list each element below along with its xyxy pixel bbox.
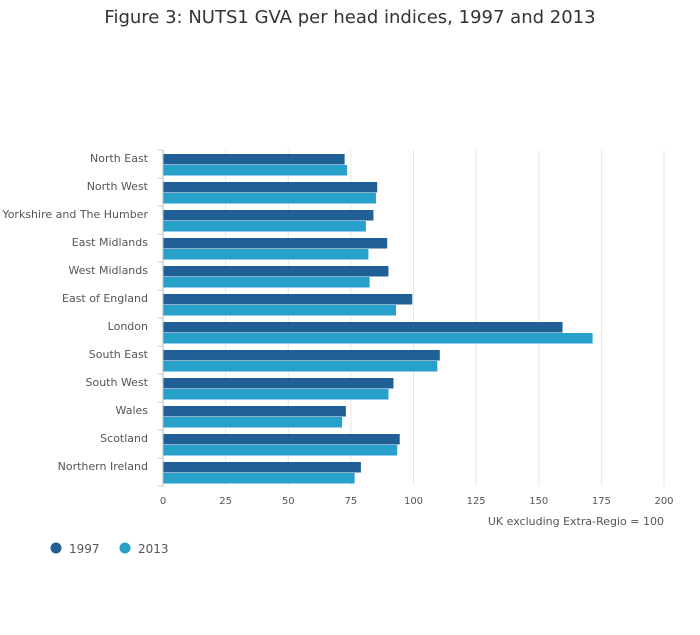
x-tick-label: 100 [404, 496, 423, 507]
bar-2013-yorkshire-and-the-humber [163, 221, 366, 232]
bar-1997-east-of-england [163, 294, 413, 305]
bar-2013-wales [163, 417, 343, 428]
x-tick-label: 125 [467, 496, 486, 507]
legend: 1997 2013 [50, 542, 169, 556]
category-label: West Midlands [68, 264, 148, 277]
category-label: Scotland [100, 432, 148, 445]
bar-2013-south-east [163, 361, 438, 372]
bar-2013-northern-ireland [163, 473, 355, 484]
bar-layer [163, 154, 593, 484]
legend-label-2013: 2013 [138, 542, 169, 556]
category-label: East of England [62, 292, 148, 305]
chart-title: Figure 3: NUTS1 GVA per head indices, 19… [104, 7, 596, 28]
bar-2013-scotland [163, 445, 398, 456]
category-label: North East [90, 152, 149, 165]
category-label: London [108, 320, 148, 333]
label-layer: 0 25 50 75 100 125 150 175 200 North East North We… [1, 152, 673, 528]
grid-layer [225, 150, 665, 486]
category-label: Northern Ireland [58, 460, 148, 473]
legend-marker-2013 [119, 542, 131, 554]
bar-2013-east-of-england [163, 305, 396, 316]
x-tick-label: 25 [219, 496, 232, 507]
bar-1997-wales [163, 406, 346, 417]
bar-1997-south-west [163, 378, 394, 389]
x-tick-label: 50 [282, 496, 295, 507]
bar-1997-scotland [163, 434, 400, 445]
x-axis-label: UK excluding Extra-Regio = 100 [488, 515, 664, 528]
category-label: Wales [116, 404, 149, 417]
legend-marker-1997 [50, 542, 62, 554]
category-label: South West [85, 376, 148, 389]
x-tick-label: 0 [160, 496, 166, 507]
bar-2013-east-midlands [163, 249, 369, 260]
category-label: South East [89, 348, 149, 361]
x-tick-label: 75 [345, 496, 358, 507]
category-label: Yorkshire and The Humber [1, 208, 148, 221]
bar-2013-london [163, 333, 593, 344]
bar-1997-northern-ireland [163, 462, 361, 473]
category-label: North West [87, 180, 149, 193]
x-tick-label: 175 [592, 496, 611, 507]
bar-1997-yorkshire-and-the-humber [163, 210, 374, 221]
x-tick-label: 150 [529, 496, 548, 507]
bar-1997-north-east [163, 154, 345, 165]
bar-2013-west-midlands [163, 277, 370, 288]
category-label: East Midlands [72, 236, 149, 249]
bar-1997-west-midlands [163, 266, 389, 277]
bar-1997-east-midlands [163, 238, 388, 249]
bar-1997-south-east [163, 350, 440, 361]
axis-layer [158, 149, 164, 487]
bar-1997-north-west [163, 182, 378, 193]
bar-1997-london [163, 322, 563, 333]
bar-2013-north-east [163, 165, 348, 176]
x-tick-label: 200 [654, 496, 673, 507]
legend-label-1997: 1997 [69, 542, 100, 556]
bar-2013-south-west [163, 389, 389, 400]
bar-2013-north-west [163, 193, 376, 204]
